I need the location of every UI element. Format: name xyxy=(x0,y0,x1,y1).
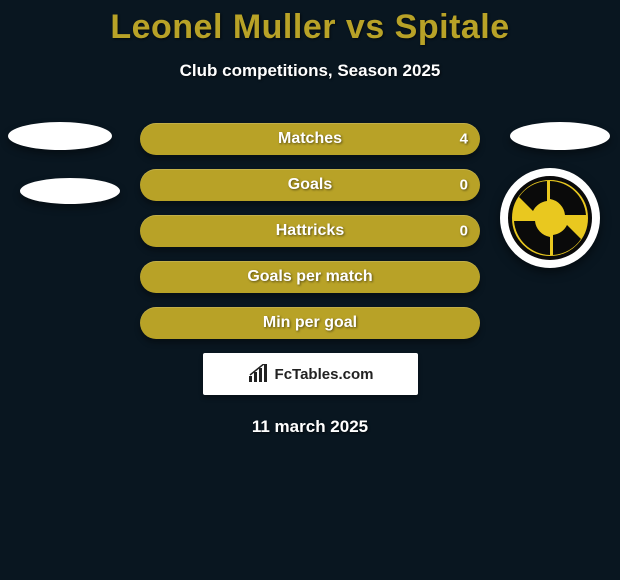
stat-label: Goals xyxy=(140,176,480,194)
club-crest-icon xyxy=(507,175,593,261)
page-title: Leonel Muller vs Spitale xyxy=(0,0,620,47)
stat-row-goals-per-match: Goals per match xyxy=(140,261,480,293)
stat-label: Min per goal xyxy=(140,314,480,332)
stat-row-matches: Matches 4 xyxy=(140,123,480,155)
brand-badge: FcTables.com xyxy=(203,353,418,395)
stat-row-hattricks: Hattricks 0 xyxy=(140,215,480,247)
player-badge-left-1 xyxy=(8,122,112,150)
stat-row-goals: Goals 0 xyxy=(140,169,480,201)
stat-label: Hattricks xyxy=(140,222,480,240)
stat-value: 0 xyxy=(460,223,468,240)
brand-name: FcTables.com xyxy=(275,366,374,383)
date-label: 11 march 2025 xyxy=(0,417,620,437)
stat-label: Matches xyxy=(140,130,480,148)
player-badge-right-oval xyxy=(510,122,610,150)
subtitle: Club competitions, Season 2025 xyxy=(0,61,620,81)
club-badge-right xyxy=(500,168,600,268)
stat-value: 0 xyxy=(460,177,468,194)
stat-row-min-per-goal: Min per goal xyxy=(140,307,480,339)
bar-chart-icon xyxy=(247,364,269,384)
stat-value: 4 xyxy=(460,131,468,148)
stat-label: Goals per match xyxy=(140,268,480,286)
player-badge-left-2 xyxy=(20,178,120,204)
